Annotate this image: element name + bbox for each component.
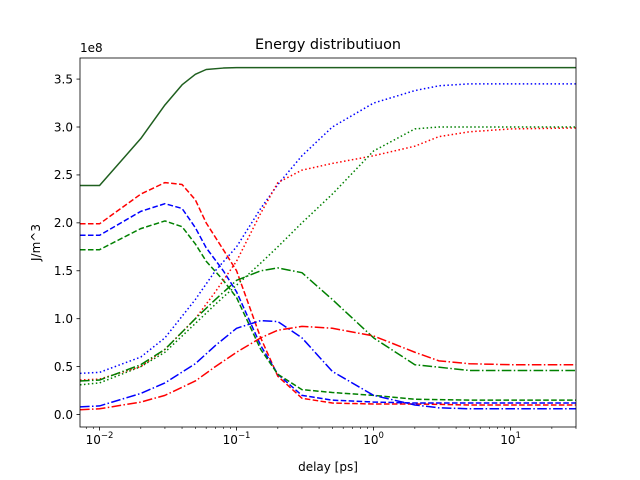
y-tick-label: 2.0 [54,216,73,230]
series-line-8 [80,267,576,382]
x-tick-label: 100 [363,431,384,447]
series-line-9 [80,319,576,410]
y-axis-ticks: 0.0 0.5 1.0 1.5 2.0 2.5 3.0 3.5 [54,72,80,422]
y-tick-label: 3.5 [54,72,73,86]
y-tick-label: 3.0 [54,120,73,134]
x-tick-label: 101 [500,431,521,447]
plot-area: 10−2 10−1 100 101 0.0 0.5 1.0 1.5 2.0 2.5 3.0 3.5 [54,57,577,447]
y-tick-label: 1.0 [54,312,73,326]
series-line-4 [80,220,576,401]
y-tick-label: 0.5 [54,360,73,374]
y-tick-label: 0.0 [54,408,73,422]
x-tick-label: 10−1 [223,431,251,447]
series-line-3 [80,202,576,404]
y-offset-text: 1e8 [80,41,103,55]
series-line-1 [80,66,576,187]
y-axis-label: J/m^3 [29,224,43,262]
series-line-7 [80,126,576,386]
chart-title: Energy distributiuon [255,37,401,53]
series-line-2 [80,181,576,406]
x-axis-ticks: 10−2 10−1 100 101 [86,427,577,447]
y-tick-label: 2.5 [54,168,73,182]
series-line-10 [80,325,576,411]
series-line-6 [80,127,576,381]
series-layer [80,66,576,411]
x-tick-label: 10−2 [86,431,114,447]
axes-frame [79,57,577,428]
x-axis-label: delay [ps] [298,460,358,474]
series-line-5 [80,83,576,375]
y-tick-label: 1.5 [54,264,73,278]
